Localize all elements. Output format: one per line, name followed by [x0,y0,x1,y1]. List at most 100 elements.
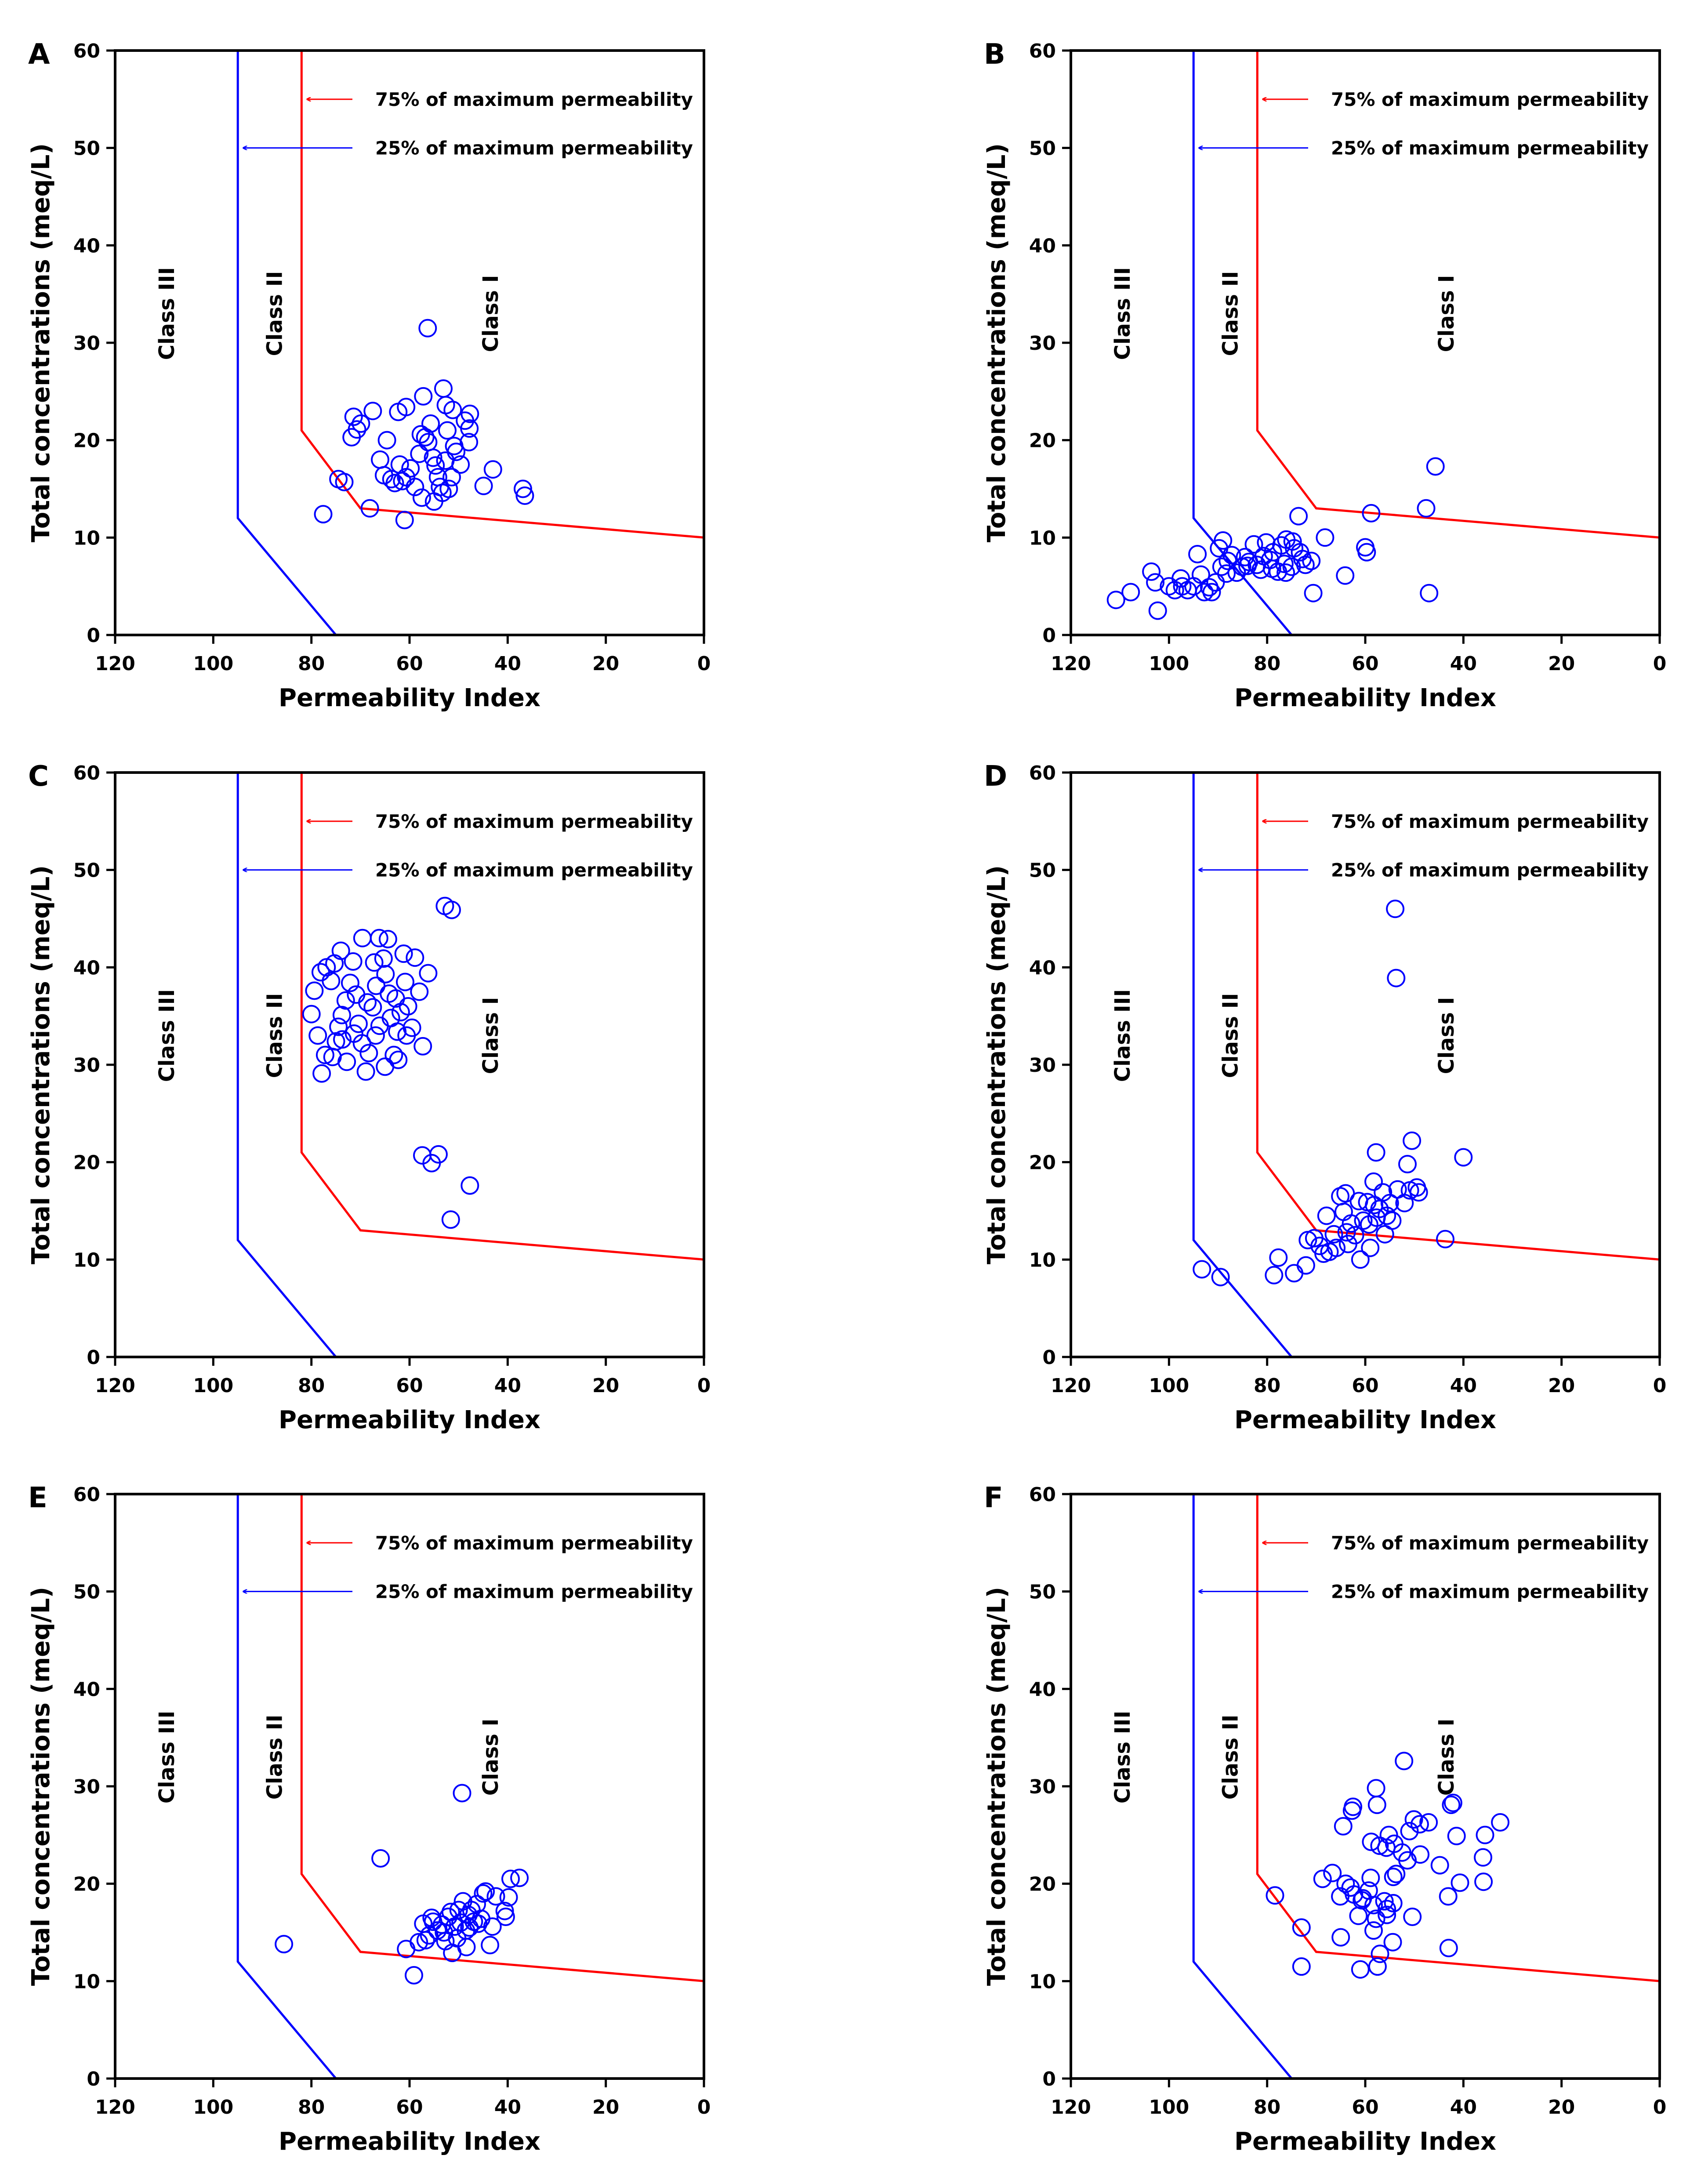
x-axis-title-e: Permeability Index [279,2127,540,2156]
panel-label-f: F [984,1482,1003,1514]
annotation-75-percent-a: 75% of maximum permeability [375,89,693,110]
y-tick-label-f: 60 [1029,1484,1056,1506]
data-point-c [370,1016,389,1035]
data-point-b [1277,563,1295,582]
data-point-a [410,444,429,463]
x-tick-label-a: 20 [592,653,619,675]
data-point-f [1367,1779,1385,1798]
data-point-c [358,993,377,1012]
data-point-a [314,505,333,524]
data-point-f [1292,1918,1311,1937]
data-point-e [453,1784,471,1803]
boundary-75-percent-line-f [1256,1494,1660,1982]
x-tick-label-c: 120 [95,1375,135,1397]
y-tick-label-a: 50 [73,138,100,160]
data-point-a [460,433,479,452]
y-tick-label-b: 0 [1042,624,1056,647]
panel-b: B 120 100 80 60 40 20 0 0 10 20 30 40 50 60 Permeabilit… [983,38,1666,712]
x-tick-label-d: 20 [1548,1375,1575,1397]
x-tick-label-c: 20 [592,1375,619,1397]
data-point-e [469,1914,488,1933]
data-point-b [1316,528,1335,547]
data-point-b [1200,578,1219,597]
data-point-f [1387,1865,1406,1883]
data-point-c [394,944,413,963]
y-tick-label-e: 10 [73,1970,100,1993]
panel-label-e: E [28,1482,47,1514]
y-tick-label-f: 0 [1042,2068,1056,2090]
x-tick-label-d: 100 [1149,1375,1189,1397]
data-point-f [1367,1796,1386,1814]
data-point-a [360,499,379,518]
data-point-f [1292,1957,1311,1976]
data-point-c [326,1032,345,1051]
x-axis-title-f: Permeability Index [1234,2127,1496,2156]
data-point-a [424,448,442,467]
data-point-c [461,1176,479,1195]
y-tick-label-e: 50 [73,1581,100,1604]
x-axis-title-a: Permeability Index [279,684,540,712]
data-point-b [1257,533,1276,552]
data-point-c [396,972,414,991]
data-point-e [449,1901,468,1919]
data-point-c [359,1044,378,1063]
panel-label-d: D [984,760,1007,793]
x-tick-label-b: 20 [1548,653,1575,675]
y-tick-label-c: 60 [73,762,100,784]
data-point-c [376,965,395,983]
x-tick-label-f: 20 [1548,2096,1575,2119]
data-point-f [1383,1933,1402,1952]
data-point-d [1211,1268,1230,1287]
boundary-75-percent-line-c [300,773,704,1261]
data-point-f [1384,1894,1403,1912]
class-i-label-a: Class I [479,275,503,352]
data-point-f [1370,1836,1389,1855]
data-point-d [1360,1215,1378,1234]
y-axis-title-d: Total concentrations (meq/L) [983,865,1011,1264]
data-point-b [1142,562,1161,581]
data-point-c [353,929,372,947]
data-point-a [342,428,361,446]
x-tick-label-a: 40 [494,653,521,675]
y-tick-label-e: 0 [87,2068,100,2090]
data-point-c [367,976,386,995]
data-point-b [1146,573,1165,592]
data-point-f [1364,1921,1383,1940]
data-point-c [336,991,355,1010]
data-point-a [352,414,370,433]
data-point-f [1313,1869,1332,1888]
class-iii-label-b: Class III [1110,267,1135,360]
data-point-b [1148,601,1167,620]
boundary-75-percent-line-e [300,1494,704,1982]
x-tick-label-a: 0 [697,653,711,675]
data-point-d [1364,1172,1383,1191]
data-point-f [1342,1801,1361,1820]
data-point-d [1331,1187,1350,1206]
data-point-a [395,511,414,530]
data-point-b [1219,551,1237,570]
class-ii-label-a: Class II [263,271,287,356]
data-point-a [406,478,424,497]
class-ii-label-f: Class II [1219,1715,1243,1800]
data-point-f [1362,1832,1381,1851]
data-point-c [305,981,324,1000]
data-point-c [302,1005,321,1023]
data-point-c [399,997,417,1016]
data-point-e [405,1966,423,1984]
y-tick-label-f: 20 [1029,1873,1056,1896]
class-iii-label-c: Class III [155,989,179,1082]
data-point-e [416,1931,435,1950]
class-i-label-e: Class I [479,1719,503,1796]
data-point-c [337,1052,356,1071]
y-tick-label-a: 40 [73,235,100,257]
boundary-25-percent-line-f [1192,1494,1293,2079]
data-point-d [1454,1148,1473,1167]
y-tick-label-d: 20 [1029,1152,1056,1174]
data-point-f [1439,1939,1458,1957]
data-point-b [1289,507,1308,526]
data-point-c [386,989,405,1008]
data-point-b [1336,566,1355,585]
data-point-b [1304,584,1323,602]
x-tick-label-e: 0 [697,2096,711,2119]
data-point-e [495,1901,514,1920]
